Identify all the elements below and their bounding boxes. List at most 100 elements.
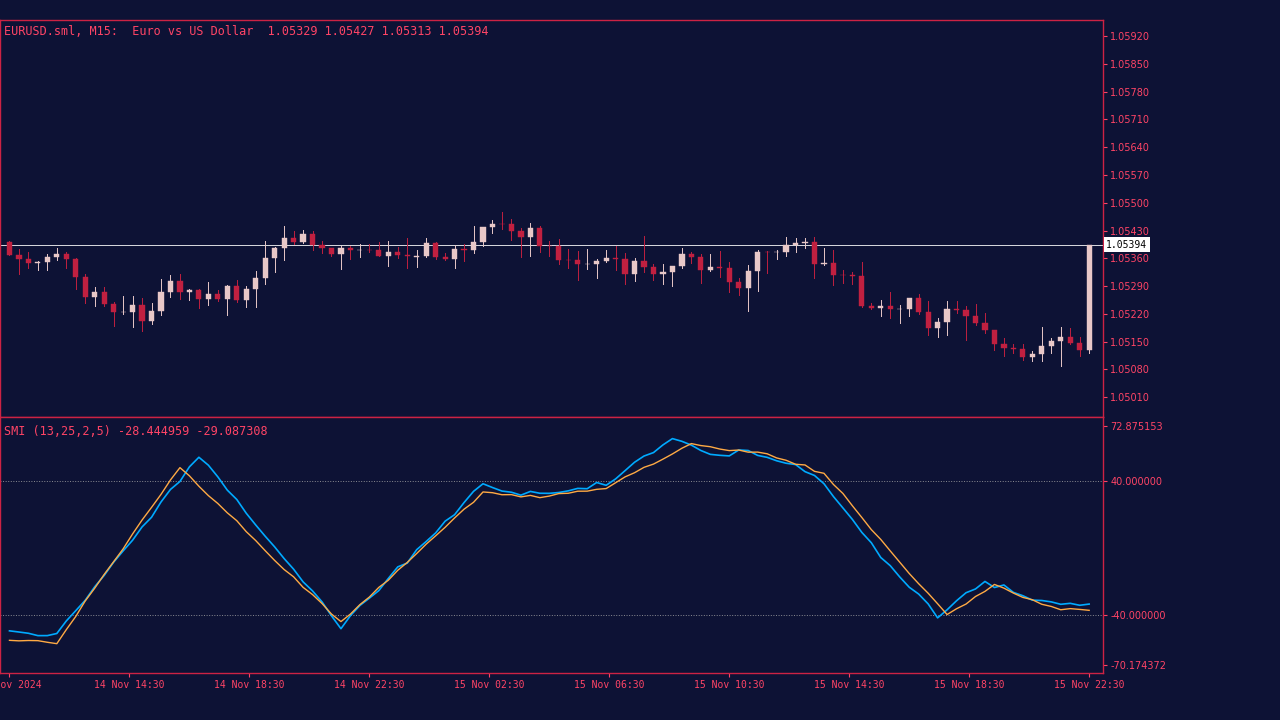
Bar	[148, 311, 154, 320]
Bar	[945, 309, 950, 322]
Bar	[1068, 337, 1073, 343]
Bar	[812, 243, 817, 264]
Bar	[348, 248, 353, 250]
Bar	[471, 242, 476, 250]
Bar	[916, 298, 922, 312]
Bar	[6, 243, 12, 255]
Bar	[527, 228, 532, 237]
Bar	[594, 261, 599, 264]
Bar	[301, 234, 306, 242]
Bar	[509, 224, 515, 231]
Bar	[973, 316, 978, 323]
Bar	[140, 305, 145, 320]
Bar	[859, 276, 864, 306]
Bar	[1087, 245, 1092, 350]
Bar	[178, 282, 183, 292]
Bar	[396, 251, 401, 255]
Text: EURUSD.sml, M15:  Euro vs US Dollar  1.05329 1.05427 1.05313 1.05394: EURUSD.sml, M15: Euro vs US Dollar 1.053…	[4, 25, 489, 38]
Bar	[680, 254, 685, 266]
Bar	[1001, 344, 1006, 348]
Bar	[187, 290, 192, 292]
Bar	[632, 261, 637, 274]
Bar	[101, 292, 106, 304]
Bar	[36, 261, 41, 263]
Bar	[54, 254, 59, 256]
Bar	[660, 272, 666, 274]
Bar	[329, 248, 334, 254]
Bar	[982, 323, 988, 330]
Bar	[1076, 343, 1083, 350]
Bar	[26, 259, 31, 263]
Bar	[869, 306, 874, 308]
Bar	[764, 251, 769, 253]
Bar	[480, 227, 485, 242]
Bar	[1011, 348, 1016, 349]
Bar	[727, 268, 732, 282]
Bar	[196, 290, 201, 300]
Bar	[736, 282, 741, 288]
Bar	[954, 309, 959, 310]
Bar	[878, 307, 883, 308]
Bar	[243, 289, 248, 300]
Bar	[708, 266, 713, 271]
Bar	[376, 251, 381, 256]
Bar	[291, 238, 296, 242]
Bar	[964, 310, 969, 316]
Text: 1.05394: 1.05394	[1106, 240, 1147, 250]
Bar	[1039, 346, 1044, 354]
Bar	[73, 259, 78, 277]
Bar	[1059, 337, 1064, 341]
Bar	[262, 258, 268, 278]
Bar	[424, 243, 429, 256]
Bar	[310, 234, 315, 245]
Bar	[538, 228, 543, 246]
Bar	[925, 312, 931, 328]
Bar	[433, 243, 438, 257]
Bar	[887, 307, 893, 310]
Bar	[159, 292, 164, 311]
Bar	[792, 243, 799, 246]
Bar	[755, 251, 760, 271]
Bar	[1048, 341, 1053, 346]
Bar	[992, 330, 997, 344]
Bar	[338, 248, 343, 254]
Bar	[557, 246, 562, 260]
Bar	[320, 245, 325, 248]
Bar	[45, 256, 50, 261]
Bar	[669, 266, 675, 272]
Bar	[168, 282, 173, 292]
Bar	[452, 249, 457, 259]
Bar	[604, 258, 609, 261]
Bar	[641, 261, 646, 266]
Bar	[575, 260, 580, 264]
Bar	[64, 254, 69, 259]
Bar	[518, 231, 524, 237]
Bar	[1029, 354, 1036, 357]
Bar	[234, 287, 239, 300]
Bar	[206, 294, 211, 300]
Bar	[831, 264, 836, 275]
Bar	[225, 287, 230, 299]
Bar	[92, 292, 97, 297]
Bar	[783, 246, 788, 252]
Bar	[111, 304, 116, 312]
Bar	[215, 294, 220, 299]
Bar	[745, 271, 751, 288]
Bar	[17, 255, 22, 259]
Bar	[906, 298, 911, 309]
Bar	[934, 322, 941, 328]
Text: SMI (13,25,2,5) -28.444959 -29.087308: SMI (13,25,2,5) -28.444959 -29.087308	[4, 425, 268, 438]
Bar	[404, 255, 410, 256]
Bar	[717, 266, 722, 268]
Bar	[443, 257, 448, 259]
Bar	[490, 224, 495, 227]
Bar	[282, 238, 287, 248]
Bar	[622, 259, 627, 274]
Bar	[385, 251, 390, 256]
Bar	[689, 254, 694, 257]
Bar	[253, 278, 259, 289]
Bar	[774, 252, 780, 253]
Bar	[1020, 349, 1025, 357]
Bar	[131, 305, 136, 312]
Bar	[699, 257, 704, 271]
